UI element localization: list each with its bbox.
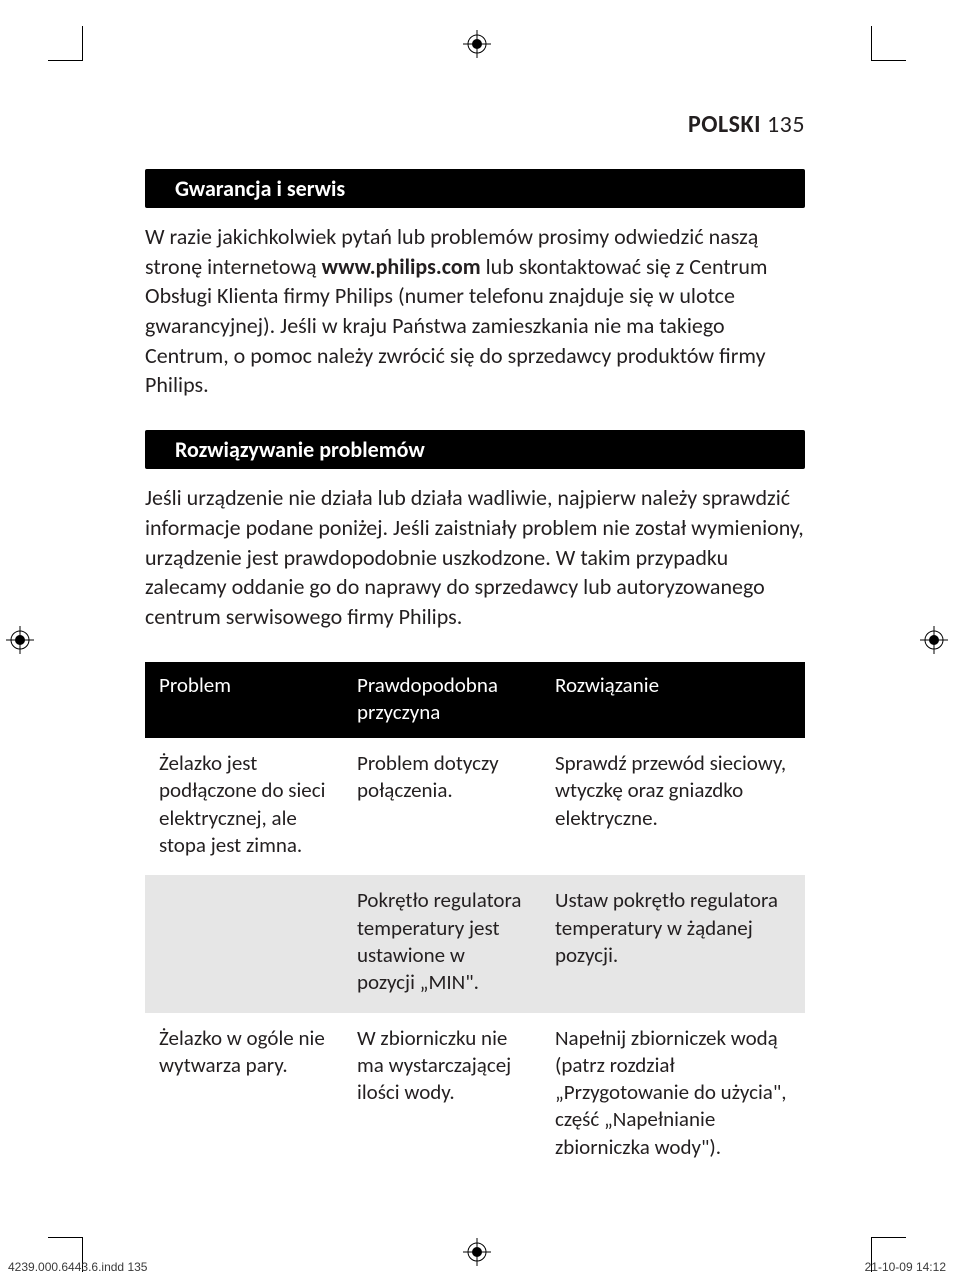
table-header-row: Problem Prawdopodobna przyczyna Rozwiąza… [145,662,805,739]
print-footer: 4239.000.6443.6.indd 135 21-10-09 14:12 [8,1260,946,1274]
warranty-body: W razie jakichkolwiek pytań lub problemó… [145,222,805,400]
table-header-cause: Prawdopodobna przyczyna [343,662,541,739]
footer-datetime: 21-10-09 14:12 [865,1260,946,1274]
language-label: POLSKI [688,110,761,139]
table-cell: Problem dotyczy połączenia. [343,738,541,875]
crop-mark [82,26,83,61]
warranty-url: www.philips.com [322,253,481,280]
table-cell: Pokrętło regulatora temperatury jest ust… [343,875,541,1012]
running-head: POLSKI135 [145,110,805,139]
troubleshooting-intro: Jeśli urządzenie nie działa lub działa w… [145,483,805,631]
table-cell: Ustaw pokrętło regulatora temperatury w … [541,875,805,1012]
table-header-problem: Problem [145,662,343,739]
registration-mark-icon [920,626,948,654]
table-cell [145,875,343,1012]
table-cell: Napełnij zbiorniczek wodą (patrz rozdzia… [541,1013,805,1177]
crop-mark [871,1237,906,1238]
section-heading-troubleshooting: Rozwiązywanie problemów [145,430,805,469]
crop-mark [871,60,906,61]
table-row: Żelazko jest podłączone do sieci elektry… [145,738,805,875]
table-row: Żelazko w ogóle nie wytwarza pary.W zbio… [145,1013,805,1177]
table-row: Pokrętło regulatora temperatury jest ust… [145,875,805,1012]
table-cell: W zbiorniczku nie ma wystarczającej iloś… [343,1013,541,1177]
crop-mark [871,26,872,61]
crop-mark [48,1237,83,1238]
table-cell: Żelazko w ogóle nie wytwarza pary. [145,1013,343,1177]
crop-mark [48,60,83,61]
registration-mark-icon [463,30,491,58]
table-header-solution: Rozwiązanie [541,662,805,739]
registration-mark-icon [6,626,34,654]
page-number: 135 [767,110,805,139]
footer-filename: 4239.000.6443.6.indd 135 [8,1260,147,1274]
table-cell: Żelazko jest podłączone do sieci elektry… [145,738,343,875]
table-cell: Sprawdź przewód sieciowy, wtyczkę oraz g… [541,738,805,875]
page-body: POLSKI135 Gwarancja i serwis W razie jak… [85,70,865,1210]
section-heading-warranty: Gwarancja i serwis [145,169,805,208]
troubleshooting-table: Problem Prawdopodobna przyczyna Rozwiąza… [145,662,805,1177]
